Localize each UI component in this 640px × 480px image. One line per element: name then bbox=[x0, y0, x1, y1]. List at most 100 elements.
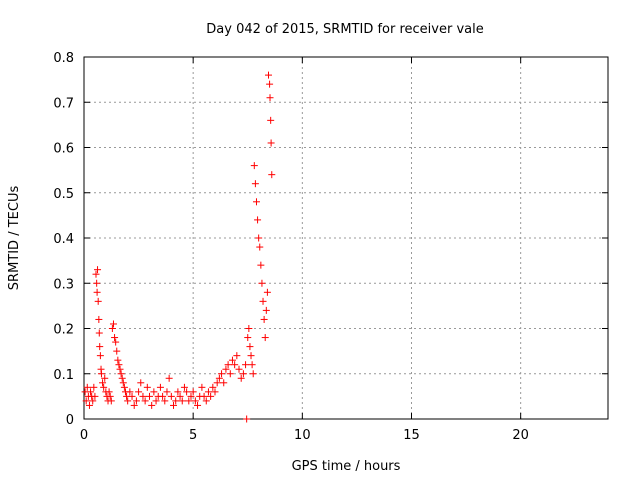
data-point bbox=[94, 297, 102, 305]
data-point bbox=[259, 297, 267, 305]
data-point bbox=[235, 365, 243, 373]
data-point bbox=[148, 401, 156, 409]
data-point bbox=[183, 388, 191, 396]
data-point bbox=[91, 392, 99, 400]
data-point bbox=[107, 397, 115, 405]
data-point bbox=[250, 162, 258, 170]
data-point bbox=[267, 116, 275, 124]
data-point bbox=[198, 383, 206, 391]
data-point bbox=[257, 261, 265, 269]
data-point bbox=[174, 388, 182, 396]
data-point bbox=[191, 397, 199, 405]
y-tick-label: 0.8 bbox=[53, 51, 74, 66]
x-tick-label: 10 bbox=[294, 428, 311, 443]
data-point bbox=[244, 334, 252, 342]
data-point bbox=[204, 388, 212, 396]
data-point bbox=[117, 370, 125, 378]
data-point bbox=[135, 388, 143, 396]
data-point bbox=[150, 388, 158, 396]
data-point bbox=[267, 139, 275, 147]
x-axis-label: GPS time / hours bbox=[292, 459, 401, 474]
y-tick-label: 0.5 bbox=[53, 187, 74, 202]
data-point bbox=[260, 315, 268, 323]
data-point bbox=[243, 415, 251, 423]
data-point bbox=[89, 397, 97, 405]
data-point bbox=[256, 243, 264, 251]
data-point bbox=[245, 325, 253, 332]
data-point bbox=[94, 266, 102, 274]
data-point bbox=[112, 338, 120, 346]
data-point bbox=[106, 392, 114, 400]
data-point bbox=[261, 334, 269, 342]
data-point bbox=[139, 392, 147, 400]
data-point bbox=[187, 392, 195, 400]
data-point bbox=[118, 374, 126, 382]
data-point bbox=[96, 352, 104, 360]
data-point bbox=[255, 234, 263, 242]
data-point bbox=[202, 397, 210, 405]
data-point bbox=[93, 288, 101, 296]
data-point bbox=[87, 388, 95, 396]
data-point bbox=[95, 329, 103, 337]
data-point bbox=[161, 397, 169, 405]
data-point bbox=[108, 325, 116, 332]
data-point bbox=[119, 379, 127, 387]
data-point bbox=[105, 388, 113, 396]
data-point bbox=[258, 279, 266, 287]
data-point bbox=[95, 315, 103, 323]
data-point bbox=[132, 397, 140, 405]
x-tick-label: 15 bbox=[403, 428, 420, 443]
data-point bbox=[228, 356, 236, 364]
data-point bbox=[124, 397, 132, 405]
x-tick-label: 0 bbox=[80, 428, 88, 443]
y-tick-label: 0.2 bbox=[53, 323, 74, 338]
data-point bbox=[213, 379, 221, 387]
y-tick-label: 0.3 bbox=[53, 277, 74, 292]
data-point bbox=[268, 171, 276, 179]
data-point bbox=[172, 397, 180, 405]
data-point bbox=[263, 288, 271, 296]
data-point bbox=[185, 397, 193, 405]
data-point bbox=[156, 383, 164, 391]
data-point bbox=[126, 388, 134, 396]
data-point bbox=[120, 383, 128, 391]
data-point bbox=[90, 383, 98, 391]
grid bbox=[84, 57, 608, 419]
data-point bbox=[222, 365, 230, 373]
ticks: 0 5 10 15 20 0 0.1 0.2 0.3 0.4 0.5 0.6 0.7 0.8 bbox=[53, 51, 608, 443]
y-tick-label: 0.4 bbox=[53, 232, 74, 247]
data-point bbox=[115, 361, 123, 369]
data-point bbox=[111, 334, 119, 342]
data-point bbox=[83, 383, 91, 391]
data-point bbox=[246, 343, 254, 351]
data-point bbox=[167, 392, 175, 400]
y-tick-label: 0.1 bbox=[53, 368, 74, 383]
data-point bbox=[152, 397, 160, 405]
data-point bbox=[252, 198, 260, 206]
data-point bbox=[264, 71, 272, 79]
data-point bbox=[231, 361, 239, 369]
data-point bbox=[218, 370, 226, 378]
data-point bbox=[224, 361, 232, 369]
data-point bbox=[176, 392, 184, 400]
data-point bbox=[266, 94, 274, 102]
data-point bbox=[266, 80, 274, 88]
data-point bbox=[82, 397, 90, 405]
data-point bbox=[237, 374, 245, 382]
data-point bbox=[114, 356, 122, 364]
data-point bbox=[159, 392, 167, 400]
data-point bbox=[180, 383, 188, 391]
data-point bbox=[113, 347, 121, 355]
data-point bbox=[239, 370, 247, 378]
x-tick-label: 5 bbox=[189, 428, 197, 443]
data-point bbox=[220, 379, 228, 387]
data-point bbox=[116, 365, 124, 373]
data-point bbox=[249, 370, 257, 378]
y-axis-label: SRMTID / TECUs bbox=[7, 186, 22, 291]
data-point bbox=[101, 374, 109, 382]
data-point bbox=[130, 401, 138, 409]
data-point bbox=[99, 379, 107, 387]
y-tick-label: 0.7 bbox=[53, 96, 74, 111]
data-point bbox=[215, 374, 223, 382]
